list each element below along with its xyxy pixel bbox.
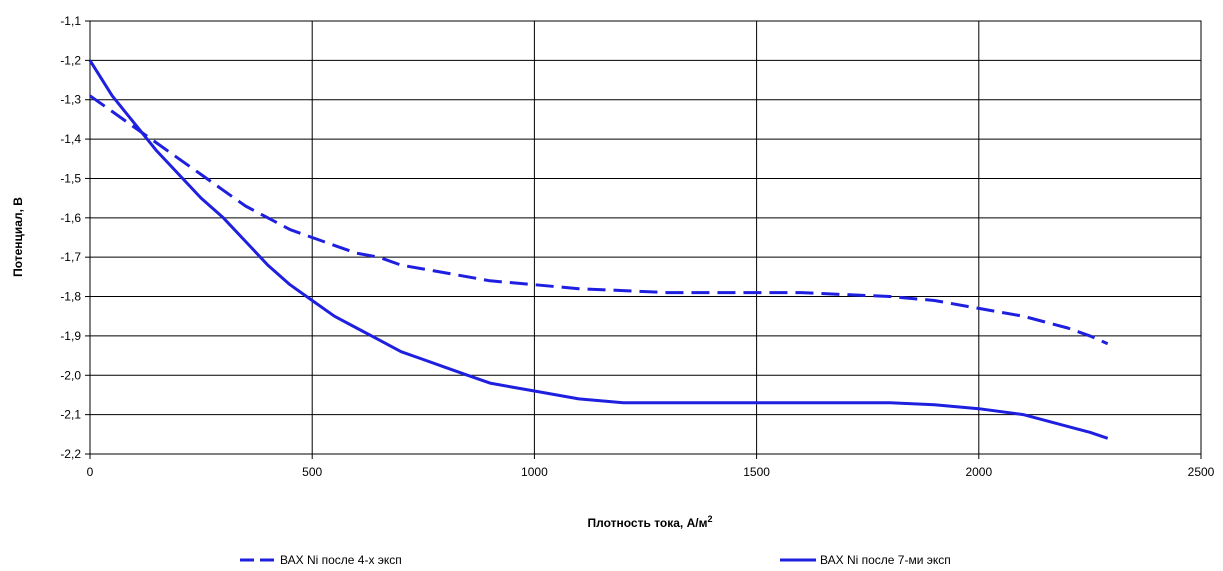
y-tick-label: -1,6 xyxy=(60,211,81,225)
x-tick-label: 1000 xyxy=(521,465,548,479)
y-tick-label: -1,1 xyxy=(60,14,81,28)
x-tick-label: 1500 xyxy=(743,465,770,479)
legend-label-2: ВАХ Ni после 7-ми эксп xyxy=(820,553,951,567)
y-tick-label: -1,2 xyxy=(60,53,81,67)
y-tick-label: -1,9 xyxy=(60,329,81,343)
y-axis-ticks: -1,1 -1,2 -1,3 -1,4 -1,5 -1,6 -1,7 -1,8 -1,9 -2,0… xyxy=(60,14,90,461)
plot-area xyxy=(89,20,1202,455)
y-tick-label: -1,8 xyxy=(60,290,81,304)
x-axis-title: Плотность тока, А/м2 xyxy=(588,514,713,530)
x-tick-label: 2000 xyxy=(965,465,992,479)
y-tick-label: -2,2 xyxy=(60,447,81,461)
x-tick-label: 2500 xyxy=(1188,465,1215,479)
y-tick-label: -2,1 xyxy=(60,408,81,422)
x-axis-ticks: 0 500 1000 1500 2000 2500 xyxy=(87,454,1215,479)
legend: ВАХ Ni после 4-х эксп ВАХ Ni после 7-ми э… xyxy=(240,553,951,567)
y-tick-label: -2,0 xyxy=(60,368,81,382)
x-tick-label: 0 xyxy=(87,465,94,479)
series-line-2 xyxy=(88,59,1109,440)
series-line-1 xyxy=(89,94,1109,346)
y-axis-title: Потенциал, В xyxy=(11,197,25,277)
y-tick-label: -1,5 xyxy=(60,171,81,185)
series-lines xyxy=(88,59,1109,440)
x-axis-title-superscript: 2 xyxy=(707,514,712,524)
y-tick-label: -1,7 xyxy=(60,250,81,264)
y-tick-label: -1,4 xyxy=(60,132,81,146)
x-tick-label: 500 xyxy=(302,465,322,479)
y-tick-label: -1,3 xyxy=(60,93,81,107)
legend-label-1: ВАХ Ni после 4-х эксп xyxy=(280,553,402,567)
